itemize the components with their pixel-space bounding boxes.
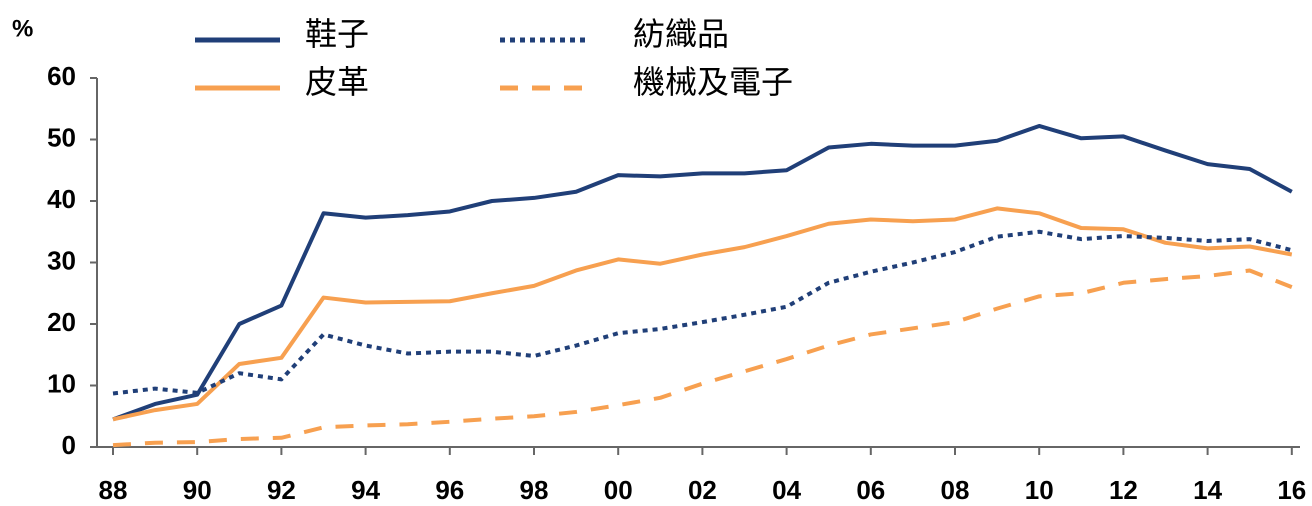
y-unit: % <box>12 15 33 42</box>
x-tick-label: 14 <box>1193 475 1222 505</box>
x-tick-label: 98 <box>520 475 549 505</box>
x-tick-label: 10 <box>1025 475 1054 505</box>
x-tick-label: 00 <box>604 475 633 505</box>
x-tick-label: 12 <box>1109 475 1138 505</box>
legend-label: 皮革 <box>305 63 369 101</box>
x-tick-label: 96 <box>435 475 464 505</box>
x-tick-label: 04 <box>772 475 801 505</box>
x-tick-label: 88 <box>99 475 128 505</box>
y-tick-label: 0 <box>62 430 76 460</box>
legend-label: 機械及電子 <box>633 63 793 101</box>
y-tick-label: 10 <box>47 368 76 398</box>
x-tick-label: 02 <box>688 475 717 505</box>
series-line <box>112 229 1293 396</box>
series-line <box>112 268 1293 448</box>
y-tick-label: 60 <box>47 61 76 91</box>
series-line <box>112 206 1293 422</box>
x-tick-label: 08 <box>941 475 970 505</box>
x-tick-label: 94 <box>351 475 380 505</box>
y-tick-label: 50 <box>47 122 76 152</box>
x-tick-label: 06 <box>856 475 885 505</box>
x-tick-label: 16 <box>1277 475 1306 505</box>
legend-label: 紡織品 <box>633 15 729 53</box>
y-tick-label: 40 <box>47 184 76 214</box>
series-line <box>112 123 1293 422</box>
y-tick-label: 20 <box>47 307 76 337</box>
x-tick-label: 92 <box>267 475 296 505</box>
x-tick-label: 90 <box>183 475 212 505</box>
y-tick-label: 30 <box>47 245 76 275</box>
legend-label: 鞋子 <box>305 15 369 53</box>
